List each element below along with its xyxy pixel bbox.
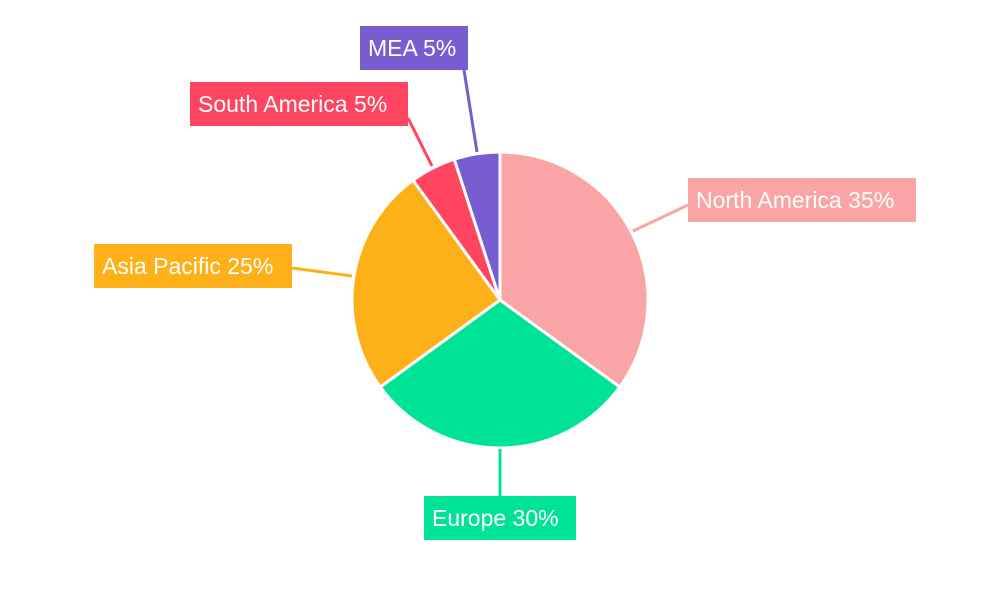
leader-line-mea [462,69,479,153]
data-label-south-america: South America 5% [190,82,408,126]
pie-slice-north-america[interactable] [498,150,650,390]
data-label-asia-pacific: Asia Pacific 25% [94,244,292,288]
data-label-mea: MEA 5% [360,26,468,70]
pie-slice-mea[interactable] [452,150,502,301]
leader-line-south-america [406,117,434,167]
leader-line-asia-pacific [291,266,353,278]
data-label-europe: Europe 30% [424,496,576,540]
leader-line-north-america [632,203,689,233]
pie-slice-europe[interactable] [378,298,622,450]
pie-slice-asia-pacific[interactable] [350,178,503,390]
data-label-north-america: North America 35% [688,178,916,222]
